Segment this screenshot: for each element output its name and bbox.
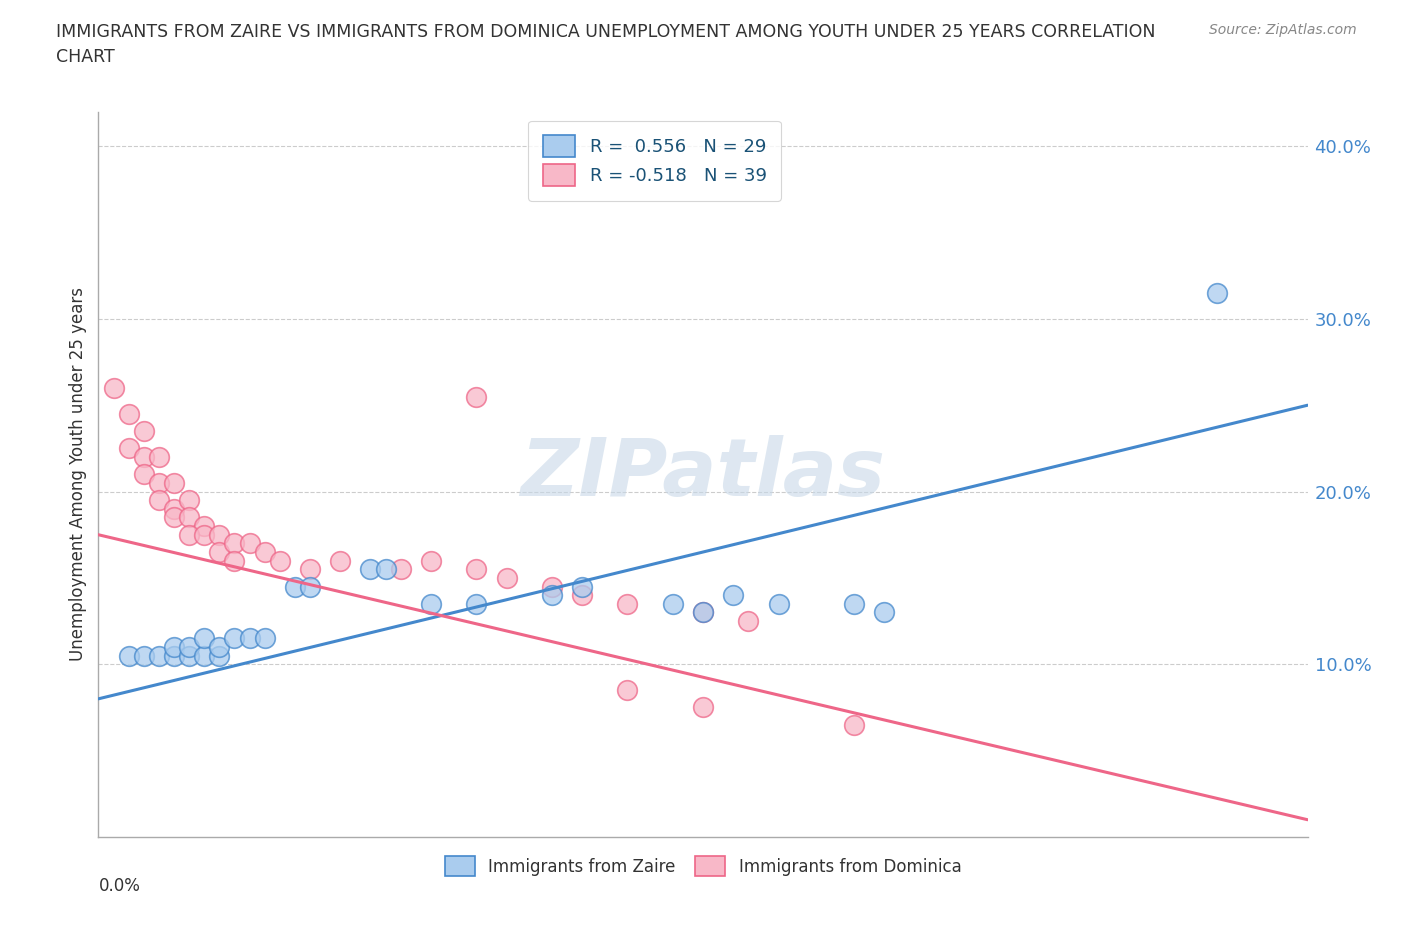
Point: [284, 579, 307, 594]
Point: [360, 562, 382, 577]
Point: [465, 389, 488, 404]
Point: [692, 605, 714, 620]
Point: [737, 614, 759, 629]
Point: [420, 553, 443, 568]
Point: [389, 562, 412, 577]
Point: [208, 545, 231, 560]
Point: [163, 648, 186, 663]
Point: [193, 527, 215, 542]
Point: [163, 640, 186, 655]
Point: [1206, 286, 1229, 300]
Point: [420, 596, 443, 611]
Text: 0.0%: 0.0%: [98, 877, 141, 895]
Point: [118, 648, 141, 663]
Point: [148, 475, 170, 490]
Point: [540, 588, 562, 603]
Point: [208, 640, 231, 655]
Point: [224, 631, 246, 645]
Point: [208, 527, 231, 542]
Point: [329, 553, 352, 568]
Text: ZIPatlas: ZIPatlas: [520, 435, 886, 513]
Point: [239, 536, 262, 551]
Point: [148, 449, 170, 464]
Point: [723, 588, 745, 603]
Text: IMMIGRANTS FROM ZAIRE VS IMMIGRANTS FROM DOMINICA UNEMPLOYMENT AMONG YOUTH UNDER: IMMIGRANTS FROM ZAIRE VS IMMIGRANTS FROM…: [56, 23, 1156, 41]
Point: [495, 570, 517, 585]
Point: [163, 475, 186, 490]
Point: [661, 596, 683, 611]
Point: [132, 648, 155, 663]
Point: [118, 441, 141, 456]
Point: [224, 536, 246, 551]
Point: [571, 579, 593, 594]
Point: [193, 648, 215, 663]
Text: CHART: CHART: [56, 48, 115, 66]
Point: [844, 596, 866, 611]
Point: [253, 545, 276, 560]
Point: [299, 579, 322, 594]
Point: [163, 510, 186, 525]
Point: [224, 553, 246, 568]
Point: [193, 631, 215, 645]
Point: [692, 605, 714, 620]
Point: [179, 527, 201, 542]
Point: [148, 493, 170, 508]
Point: [179, 493, 201, 508]
Point: [692, 700, 714, 715]
Point: [208, 648, 231, 663]
Point: [163, 501, 186, 516]
Point: [571, 588, 593, 603]
Point: [132, 424, 155, 439]
Point: [873, 605, 896, 620]
Point: [768, 596, 790, 611]
Point: [465, 562, 488, 577]
Point: [103, 380, 125, 395]
Point: [253, 631, 276, 645]
Point: [540, 579, 562, 594]
Text: Source: ZipAtlas.com: Source: ZipAtlas.com: [1209, 23, 1357, 37]
Point: [616, 596, 638, 611]
Point: [148, 648, 170, 663]
Point: [299, 562, 322, 577]
Point: [616, 683, 638, 698]
Point: [179, 648, 201, 663]
Point: [132, 467, 155, 482]
Point: [132, 449, 155, 464]
Legend: Immigrants from Zaire, Immigrants from Dominica: Immigrants from Zaire, Immigrants from D…: [437, 849, 969, 884]
Point: [465, 596, 488, 611]
Point: [239, 631, 262, 645]
Point: [193, 519, 215, 534]
Point: [179, 510, 201, 525]
Point: [374, 562, 396, 577]
Y-axis label: Unemployment Among Youth under 25 years: Unemployment Among Youth under 25 years: [69, 287, 87, 661]
Point: [269, 553, 291, 568]
Point: [179, 640, 201, 655]
Point: [118, 406, 141, 421]
Point: [844, 717, 866, 732]
